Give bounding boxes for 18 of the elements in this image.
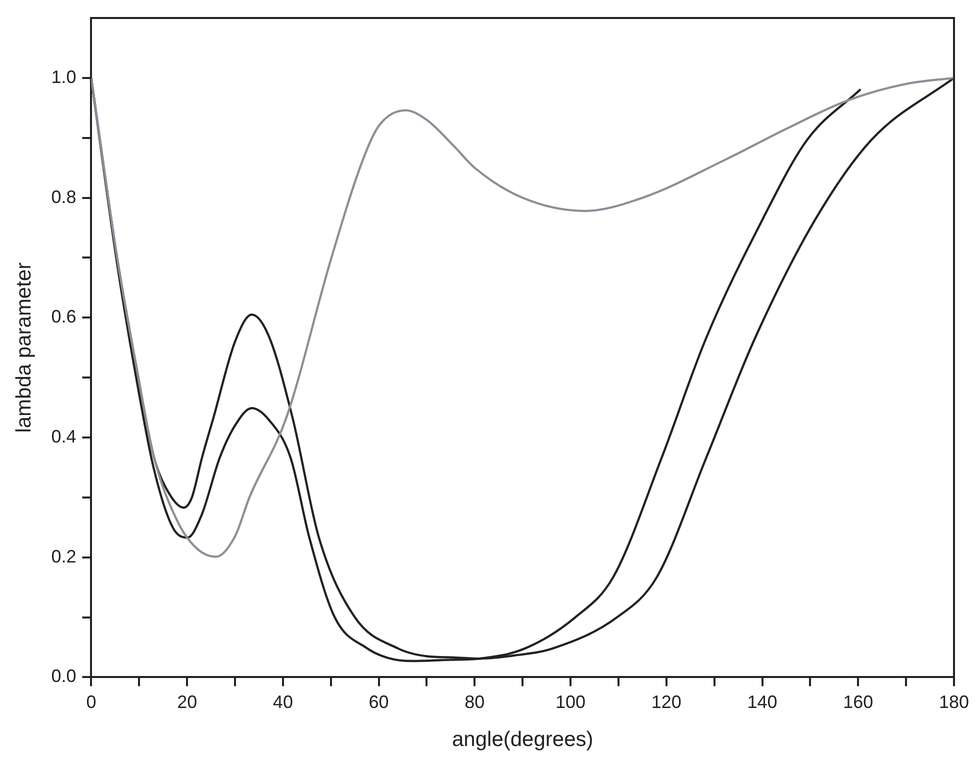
y-tick-label: 1.0	[51, 66, 76, 87]
x-tick-label: 40	[272, 692, 293, 712]
x-tick-label: 180	[938, 692, 970, 712]
x-tick-label: 80	[464, 692, 485, 712]
y-tick-label: 0.0	[51, 666, 76, 686]
y-tick-label: 0.8	[51, 186, 76, 207]
y-tick-label: 0.6	[51, 306, 76, 327]
y-tick-label: 0.2	[51, 546, 76, 566]
x-tick-label: 60	[368, 692, 389, 712]
x-tick-label: 140	[747, 692, 778, 712]
x-tick-label: 0	[86, 692, 96, 712]
x-axis-title: angle(degrees)	[452, 728, 594, 752]
x-tick-label: 20	[177, 692, 198, 712]
x-tick-label: 160	[843, 692, 874, 712]
y-tick-label: 0.4	[51, 426, 76, 446]
y-axis-title: lambda parameter	[12, 262, 36, 433]
x-tick-label: 120	[651, 692, 682, 712]
x-tick-label: 100	[556, 692, 586, 712]
